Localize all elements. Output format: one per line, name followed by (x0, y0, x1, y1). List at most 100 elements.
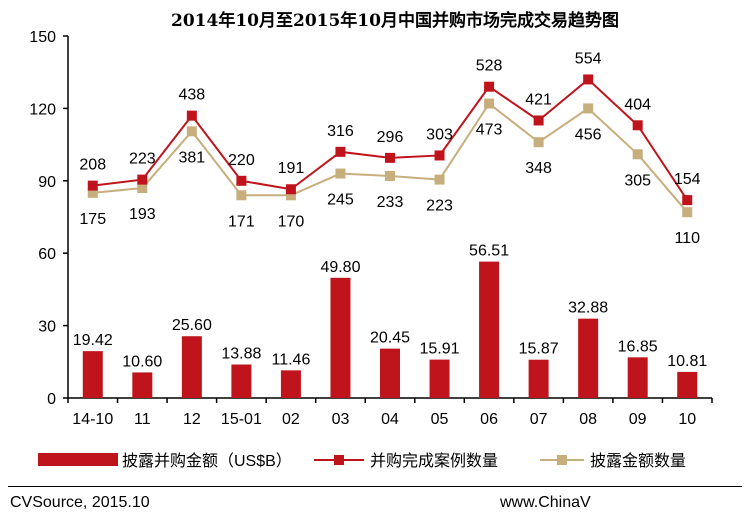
legend-label-disclosed: 披露金额数量 (590, 452, 686, 470)
legend-swatch-bar (38, 453, 118, 466)
x-tick-label: 14-10 (72, 411, 113, 428)
footer-website: www.ChinaV (500, 494, 591, 511)
line-marker-completed (137, 174, 148, 185)
line-marker-completed (583, 74, 594, 85)
y-tick-label: 150 (29, 29, 56, 46)
bar-value-label: 25.60 (172, 317, 212, 334)
bar-value-label: 20.45 (370, 330, 410, 347)
x-tick-label: 12 (183, 411, 201, 428)
bar-value-label: 15.87 (519, 341, 559, 358)
bar-value-label: 16.85 (618, 338, 658, 355)
line-marker-disclosed (385, 170, 395, 181)
bar (181, 336, 202, 398)
legend-label-completed: 并购完成案例数量 (370, 452, 498, 470)
line-marker-completed (236, 175, 247, 186)
bar (429, 359, 450, 398)
line-marker-completed (385, 152, 395, 163)
line-value-label-completed: 438 (178, 87, 205, 104)
bar (677, 371, 698, 398)
line-value-label-completed: 191 (278, 160, 305, 177)
bar-value-label: 13.88 (221, 346, 261, 363)
x-tick-label: 09 (629, 411, 647, 428)
line-value-label-disclosed: 171 (228, 213, 255, 230)
line-marker-completed (285, 184, 296, 195)
line-marker-disclosed (583, 103, 594, 114)
x-tick-label: 11 (134, 411, 151, 428)
line-value-label-completed: 528 (476, 58, 503, 75)
line-value-label-completed: 296 (377, 129, 404, 146)
bar-value-label: 19.42 (73, 332, 113, 349)
line-value-label-completed: 223 (129, 151, 156, 168)
line-value-label-disclosed: 233 (377, 194, 404, 211)
line-marker-disclosed (335, 168, 346, 179)
line-value-label-disclosed: 175 (79, 211, 106, 228)
bar (627, 357, 648, 398)
footer-source: CVSource, 2015.10 (10, 494, 150, 511)
bar (479, 261, 500, 398)
bar-value-label: 49.80 (320, 259, 360, 276)
line-marker-completed (682, 195, 693, 206)
data-labels: 19.42 10.60 25.60 13.88 11.46 49.80 20.45 15.91… (73, 50, 708, 370)
bar-value-label: 32.88 (568, 300, 608, 317)
bar-series (82, 261, 698, 398)
y-axis: 0 30 60 90 120 150 (29, 29, 69, 408)
line-value-label-disclosed: 473 (476, 122, 503, 139)
y-tick-label: 90 (38, 174, 56, 191)
footer-divider (8, 486, 742, 487)
x-tick-label: 15-01 (221, 411, 262, 428)
line-value-label-disclosed: 170 (278, 213, 305, 230)
bar (132, 372, 153, 398)
bar (578, 318, 599, 398)
line-value-label-disclosed: 305 (624, 172, 651, 189)
line-value-label-completed: 220 (228, 152, 255, 169)
line-marker-disclosed (87, 187, 98, 198)
line-value-label-completed: 154 (674, 171, 701, 188)
line-marker-completed (434, 150, 445, 161)
line-series-disclosed-count (87, 98, 693, 218)
line-value-label-completed: 421 (525, 91, 552, 108)
line-marker-disclosed (137, 183, 148, 194)
line-marker-disclosed (236, 190, 247, 201)
x-tick-label: 02 (282, 411, 300, 428)
legend: 披露并购金额（US$B） 并购完成案例数量 披露金额数量 (38, 452, 686, 470)
y-tick-label: 30 (38, 319, 56, 336)
x-tick-label: 10 (678, 411, 696, 428)
x-tick-label: 03 (332, 411, 350, 428)
x-tick-label: 08 (579, 411, 597, 428)
bar (280, 370, 301, 398)
x-tick-label: 05 (431, 411, 449, 428)
line-value-label-disclosed: 223 (426, 198, 453, 215)
line-value-label-completed: 554 (575, 50, 602, 67)
bar (82, 351, 103, 398)
line-value-label-completed: 303 (426, 126, 453, 143)
bar-value-label: 11.46 (271, 351, 310, 368)
bar-value-label: 56.51 (469, 243, 509, 260)
line-marker-disclosed (533, 137, 544, 148)
bar-value-label: 15.91 (420, 341, 460, 358)
bar-value-label: 10.81 (667, 353, 707, 370)
line-marker-completed (632, 120, 643, 131)
x-tick-label: 04 (381, 411, 399, 428)
line-value-label-disclosed: 456 (575, 126, 602, 143)
y-tick-label: 120 (29, 101, 56, 118)
legend-marker-disclosed (557, 455, 567, 465)
line-value-label-disclosed: 193 (129, 206, 156, 223)
line-value-label-disclosed: 381 (178, 149, 205, 166)
y-tick-label: 60 (38, 246, 56, 263)
chart-title: 2014年10月至2015年10月中国并购市场完成交易趋势图 (171, 10, 619, 31)
line-value-label-completed: 208 (79, 157, 106, 174)
bar (380, 348, 400, 398)
line-marker-disclosed (434, 174, 445, 185)
line-marker-completed (533, 115, 544, 126)
x-tick-label: 07 (530, 411, 548, 428)
line-marker-completed (335, 146, 346, 157)
line-value-label-completed: 316 (327, 123, 354, 140)
line-marker-disclosed (682, 207, 693, 218)
bar-value-label: 10.60 (122, 353, 162, 370)
x-axis: 14-10 11 12 15-01 02 03 04 05 06 07 08 09 10 (67, 397, 713, 428)
line-value-label-disclosed: 110 (674, 230, 700, 247)
x-tick-label: 06 (480, 411, 498, 428)
bar (231, 364, 252, 398)
line-series-completed-count (87, 74, 693, 206)
